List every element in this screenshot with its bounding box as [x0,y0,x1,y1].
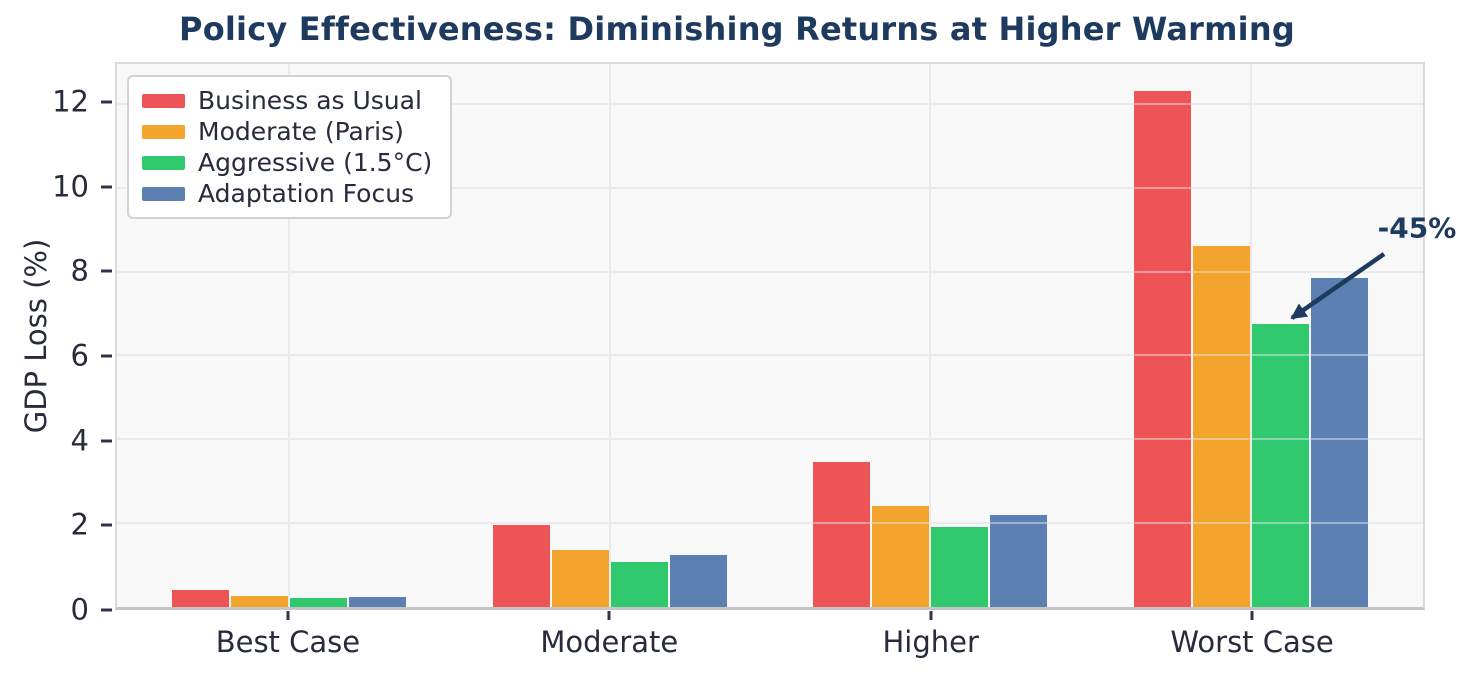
bar [290,598,348,607]
y-tick-label: 4 [70,423,89,458]
bar [669,554,727,607]
legend-item: Aggressive (1.5°C) [142,147,432,178]
y-axis: 0 2 4 6 8 10 12 [0,62,115,624]
bar [872,506,930,607]
bar [349,596,407,607]
y-tick-mark [101,269,112,273]
bar [931,527,989,607]
legend-label: Business as Usual [198,86,422,115]
bar [172,590,230,607]
x-axis: Best Case Moderate Higher Worst Case [115,611,1425,671]
x-tick-label-best-case: Best Case [215,625,361,659]
y-tick-label: 6 [70,338,89,373]
y-tick-label: 0 [70,592,89,627]
gridline-v [608,64,611,607]
gridline-v [929,64,932,607]
gridline-v [1249,64,1252,607]
y-tick-mark [101,523,112,527]
bar [1251,323,1309,607]
legend-item: Adaptation Focus [142,178,432,209]
y-tick-label: 2 [70,507,89,542]
bar [1192,246,1250,607]
gridlines-above [117,64,1423,607]
gridline-h [117,102,1423,105]
x-tick-label-higher: Higher [882,625,979,659]
gridline-h [117,438,1423,441]
y-tick-mark [101,354,112,358]
bar [231,595,289,607]
gridline-h [117,522,1423,525]
bar-group-higher [813,64,1048,607]
gridline-h [117,522,1423,525]
y-tick-mark [101,608,112,612]
gridline-v [929,64,932,607]
gridline-h [117,438,1423,441]
bar [610,562,668,607]
gridline-v [1249,64,1252,607]
chart-title: Policy Effectiveness: Diminishing Return… [179,10,1295,48]
legend-swatch [142,186,185,201]
bar [492,525,550,607]
bar-group-best-case [172,64,407,607]
y-tick-label: 10 [52,169,89,204]
x-tick-mark [929,611,933,620]
plot-area: -45% Business as Usual Moderate (Paris) Ag… [115,62,1456,610]
gridline-h [117,186,1423,189]
gridline-h [117,270,1423,273]
gridlines-below [117,64,1423,607]
legend-label: Aggressive (1.5°C) [198,148,433,177]
y-tick-mark [101,100,112,104]
legend-label: Moderate (Paris) [198,117,404,146]
x-tick-label-worst-case: Worst Case [1170,625,1334,659]
legend-item: Business as Usual [142,85,432,116]
legend-swatch [142,93,185,108]
gridline-v [288,64,291,607]
bar [990,514,1048,607]
y-tick-label: 12 [52,84,89,119]
legend-label: Adaptation Focus [198,179,415,208]
gridline-h [117,354,1423,357]
legend-swatch [142,155,185,170]
legend: Business as Usual Moderate (Paris) Aggress… [127,75,453,219]
y-tick-mark [101,439,112,443]
bar [551,549,609,607]
gridline-v [608,64,611,607]
x-tick-mark [1250,611,1254,620]
y-tick-mark [101,185,112,189]
bar [1310,277,1368,607]
x-tick-label-moderate: Moderate [540,625,679,659]
bar-group-moderate [492,64,727,607]
x-tick-mark [607,611,611,620]
bar [813,462,871,607]
bar-group-worst-case [1133,64,1368,607]
legend-item: Moderate (Paris) [142,116,432,147]
x-tick-mark [286,611,290,620]
gridline-h [117,186,1423,189]
gridline-v [288,64,291,607]
gridline-h [117,102,1423,105]
bar [1133,91,1191,607]
legend-swatch [142,124,185,139]
gridline-h [117,270,1423,273]
annotation-label: -45% [1377,211,1457,245]
gridline-h [117,354,1423,357]
bars-layer [117,64,1423,607]
y-tick-label: 8 [70,253,89,288]
